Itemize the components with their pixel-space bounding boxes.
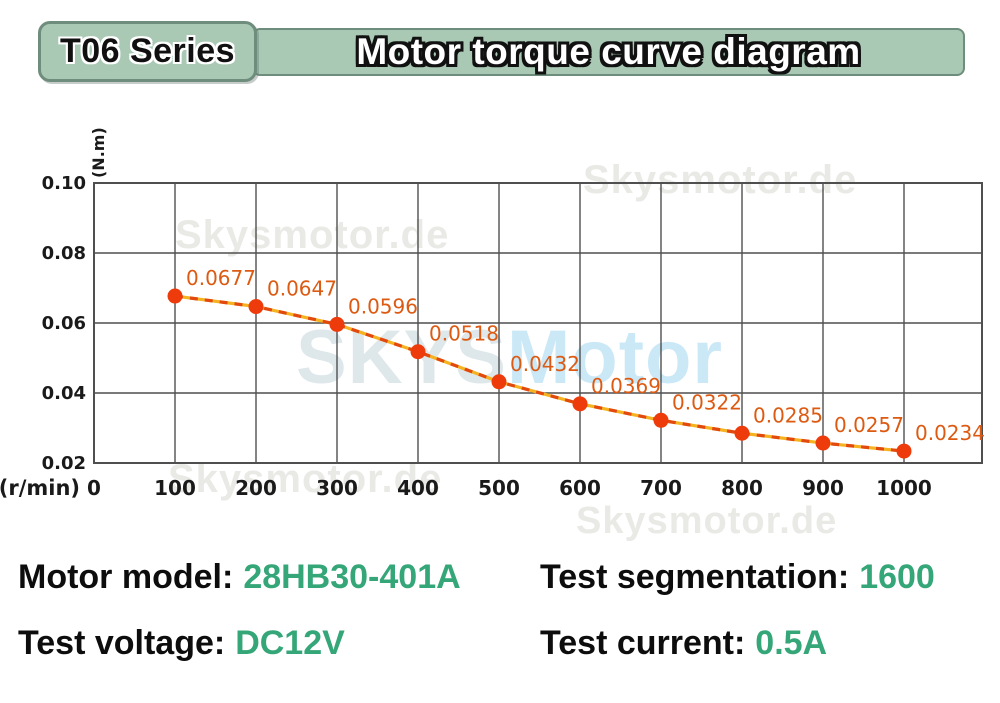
- data-point-marker: [734, 425, 750, 441]
- test-segmentation-row: Test segmentation: 1600: [540, 558, 935, 597]
- y-axis-tick-label: 0.08: [42, 243, 86, 264]
- watermark-skysmotor: Skysmotor.de: [576, 500, 838, 542]
- data-point-marker: [329, 316, 345, 332]
- x-axis-tick-label: 1000: [876, 476, 932, 500]
- y-axis-tick-label: 0.06: [42, 313, 86, 334]
- data-point-label: 0.0518: [429, 322, 499, 346]
- data-point-label: 0.0285: [753, 403, 823, 427]
- y-axis-tick-label: 0.02: [42, 453, 86, 474]
- data-point-marker: [167, 288, 183, 304]
- motor-model-row: Motor model: 28HB30-401A: [18, 558, 461, 597]
- page-title: Motor torque curve diagram: [356, 31, 861, 72]
- series-badge-label: T06 Series: [59, 32, 236, 70]
- test-current-value: 0.5A: [755, 624, 828, 662]
- data-point-label: 0.0432: [510, 352, 580, 376]
- x-axis-tick-label: 800: [721, 476, 763, 500]
- x-axis-tick-label: 400: [397, 476, 439, 500]
- data-point-label: 0.0647: [267, 277, 337, 301]
- data-point-marker: [815, 435, 831, 451]
- x-axis-tick-label: 0: [87, 476, 101, 500]
- x-axis-tick-label: 600: [559, 476, 601, 500]
- data-point-marker: [410, 344, 426, 360]
- data-point-marker: [572, 396, 588, 412]
- data-point-label: 0.0322: [672, 390, 742, 414]
- torque-curve-dashes: [174, 294, 905, 453]
- data-point-label: 0.0234: [915, 421, 985, 445]
- plot-border: [93, 182, 983, 464]
- y-axis-unit-label: (N.m): [89, 127, 108, 178]
- x-axis-tick-label: 100: [154, 476, 196, 500]
- watermark-skysmotor: Skysmotor.de: [583, 158, 858, 202]
- data-point-marker: [248, 299, 264, 315]
- test-current-label: Test current:: [540, 624, 746, 662]
- y-axis-tick-label: 0.10: [42, 173, 86, 194]
- x-axis-tick-label: 700: [640, 476, 682, 500]
- test-voltage-value: DC12V: [235, 624, 345, 662]
- x-axis-tick-label: 200: [235, 476, 277, 500]
- test-current-row: Test current: 0.5A: [540, 624, 827, 663]
- y-axis-tick-label: 0.04: [42, 383, 86, 404]
- motor-model-label: Motor model:: [18, 558, 234, 596]
- test-segmentation-label: Test segmentation:: [540, 558, 850, 596]
- data-point-marker: [653, 412, 669, 428]
- data-point-label: 0.0257: [834, 413, 904, 437]
- x-axis-tick-label: 300: [316, 476, 358, 500]
- data-point-label: 0.0677: [186, 266, 256, 290]
- x-axis-tick-label: 500: [478, 476, 520, 500]
- watermark-skysmotor-large: SKYSMotor: [296, 314, 723, 401]
- test-segmentation-value: 1600: [859, 558, 935, 596]
- x-axis-unit-label: (r/min): [0, 476, 80, 500]
- test-voltage-label: Test voltage:: [18, 624, 226, 662]
- watermark-large-part2: Motor: [506, 315, 724, 400]
- data-point-label: 0.0596: [348, 294, 418, 318]
- motor-model-value: 28HB30-401A: [243, 558, 461, 596]
- series-badge: T06 Series: [38, 21, 257, 82]
- test-voltage-row: Test voltage: DC12V: [18, 624, 345, 663]
- watermark-skysmotor: Skysmotor.de: [168, 457, 443, 501]
- title-bar: Motor torque curve diagram: [252, 28, 965, 76]
- data-point-marker: [896, 443, 912, 459]
- watermark-skysmotor: Skysmotor.de: [175, 213, 450, 257]
- data-point-label: 0.0369: [591, 374, 661, 398]
- x-axis-tick-label: 900: [802, 476, 844, 500]
- data-point-marker: [491, 374, 507, 390]
- watermark-large-part1: SKYS: [296, 315, 507, 400]
